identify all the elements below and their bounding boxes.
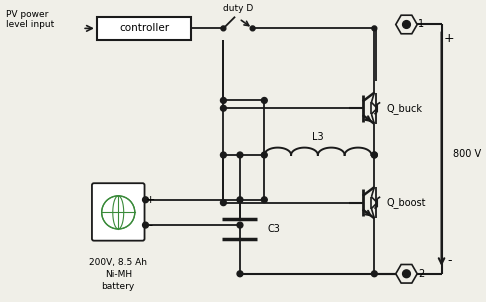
Circle shape (261, 197, 267, 203)
Text: 2: 2 (418, 269, 424, 279)
Circle shape (221, 200, 226, 206)
Circle shape (250, 26, 255, 31)
Circle shape (372, 26, 377, 31)
Text: 200V, 8.5 Ah
Ni-MH
battery: 200V, 8.5 Ah Ni-MH battery (89, 258, 147, 291)
Text: -: - (447, 254, 451, 267)
FancyBboxPatch shape (92, 183, 144, 241)
Circle shape (221, 98, 226, 103)
Circle shape (371, 152, 377, 158)
Text: L3: L3 (312, 133, 324, 143)
Circle shape (402, 270, 410, 278)
Text: Q_boost: Q_boost (386, 197, 426, 208)
Circle shape (371, 152, 377, 158)
Text: duty D: duty D (224, 5, 254, 13)
Circle shape (142, 222, 148, 228)
Circle shape (142, 197, 148, 203)
Circle shape (237, 197, 243, 203)
Text: controller: controller (119, 23, 169, 34)
Text: 1: 1 (418, 20, 424, 30)
Circle shape (371, 271, 377, 277)
Circle shape (261, 152, 267, 158)
Text: -: - (148, 220, 153, 230)
Text: PV power
level input: PV power level input (6, 10, 54, 29)
Circle shape (237, 222, 243, 228)
Circle shape (261, 98, 267, 103)
Text: +: + (146, 195, 155, 205)
Circle shape (402, 21, 410, 28)
Circle shape (221, 105, 226, 111)
Text: 800 V: 800 V (453, 149, 481, 159)
Text: +: + (444, 32, 454, 45)
Circle shape (221, 26, 226, 31)
Circle shape (221, 152, 226, 158)
Circle shape (237, 152, 243, 158)
Text: Q_buck: Q_buck (386, 103, 422, 114)
Circle shape (237, 271, 243, 277)
FancyBboxPatch shape (97, 17, 191, 40)
Circle shape (102, 196, 135, 229)
Text: C3: C3 (267, 224, 280, 234)
